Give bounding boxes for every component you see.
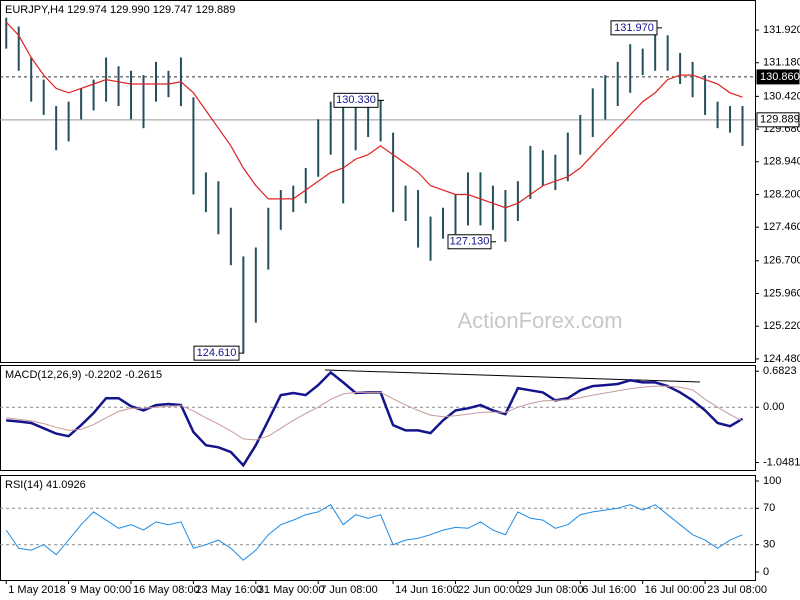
x-tick-label: 29 Jun 08:00 — [520, 584, 584, 596]
y-tick-label: 0 — [763, 566, 769, 578]
macd-trendline — [324, 369, 701, 383]
title-bg — [2, 368, 166, 381]
y-tick-label: 131.180 — [763, 57, 800, 69]
price-level-box — [756, 69, 800, 85]
panel-frame — [0, 0, 756, 363]
y-tick-label: 124.480 — [763, 353, 800, 365]
price-level-label: 130.860 — [760, 71, 800, 83]
y-tick-label: 128.940 — [763, 156, 800, 168]
y-tick-label: 0.6823 — [763, 365, 797, 377]
y-tick-label: 131.920 — [763, 24, 800, 36]
y-tick-label: 125.960 — [763, 287, 800, 299]
panel-title: EURJPY,H4 129.974 129.990 129.747 129.88… — [5, 4, 235, 16]
y-tick-label: 30 — [763, 539, 775, 551]
y-tick-label: 70 — [763, 502, 775, 514]
x-tick-label: 23 Jul 08:00 — [707, 584, 767, 596]
price-level-box — [756, 112, 800, 128]
x-tick-label: 31 May 00:00 — [258, 584, 325, 596]
annotation-label: 131.970 — [614, 22, 654, 34]
y-tick-label: 0.00 — [763, 401, 784, 413]
y-tick-label: 100 — [763, 475, 781, 487]
panel-frame — [0, 365, 756, 471]
annotation-box — [333, 92, 379, 108]
y-tick-label: 128.200 — [763, 188, 800, 200]
y-tick-label: -1.0481 — [763, 456, 800, 468]
annotation-label: 124.610 — [197, 347, 237, 359]
y-tick-label: 130.420 — [763, 90, 800, 102]
x-tick-label: 1 May 2018 — [8, 584, 65, 596]
watermark: ActionForex.com — [457, 308, 622, 333]
indicator-line — [6, 370, 744, 468]
panel-frame — [0, 475, 756, 581]
x-tick-label: 22 Jun 00:00 — [457, 584, 521, 596]
moving-average — [5, 21, 743, 209]
annotation-box — [610, 20, 658, 36]
x-tick-label: 7 Jun 08:00 — [320, 584, 378, 596]
x-tick-label: 9 May 00:00 — [71, 584, 132, 596]
title-bg — [2, 3, 239, 16]
annotation-box — [193, 345, 240, 361]
y-tick-label: 127.460 — [763, 221, 800, 233]
annotation-box — [447, 234, 492, 250]
x-tick-label: 16 Jul 00:00 — [645, 584, 705, 596]
x-tick-label: 23 May 16:00 — [195, 584, 262, 596]
y-tick-label: 126.700 — [763, 255, 800, 267]
indicator-line — [6, 385, 743, 441]
title-bg — [2, 478, 89, 491]
indicator-line — [5, 504, 743, 561]
price-level-label: 129.889 — [760, 114, 800, 126]
annotation-label: 130.330 — [336, 94, 376, 106]
x-tick-label: 14 Jun 16:00 — [395, 584, 459, 596]
panel-title: RSI(14) 41.0926 — [5, 479, 86, 491]
x-tick-label: 16 May 08:00 — [133, 584, 200, 596]
x-tick-label: 6 Jul 16:00 — [582, 584, 636, 596]
y-tick-label: 125.220 — [763, 320, 800, 332]
annotation-label: 127.130 — [450, 236, 490, 248]
panel-title: MACD(12,26,9) -0.2202 -0.2615 — [5, 369, 162, 381]
